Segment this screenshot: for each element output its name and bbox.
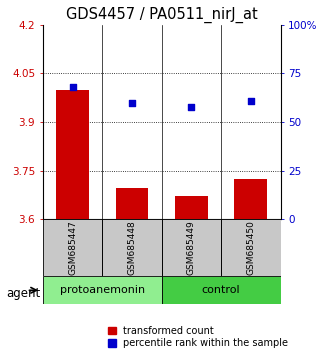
Bar xyxy=(162,219,221,276)
Text: GSM685450: GSM685450 xyxy=(246,220,255,275)
Bar xyxy=(234,179,267,219)
Legend: transformed count, percentile rank within the sample: transformed count, percentile rank withi… xyxy=(107,325,289,349)
Text: agent: agent xyxy=(7,287,41,300)
Text: protoanemonin: protoanemonin xyxy=(60,285,145,295)
Bar xyxy=(162,276,280,304)
Bar xyxy=(43,219,102,276)
Text: GSM685449: GSM685449 xyxy=(187,221,196,275)
Point xyxy=(189,104,194,109)
Point xyxy=(70,84,75,90)
Text: GSM685447: GSM685447 xyxy=(68,221,77,275)
Point xyxy=(248,98,253,103)
Bar xyxy=(175,196,208,219)
Point xyxy=(129,100,135,105)
Title: GDS4457 / PA0511_nirJ_at: GDS4457 / PA0511_nirJ_at xyxy=(66,7,258,23)
Text: control: control xyxy=(202,285,241,295)
Bar xyxy=(102,219,162,276)
Bar xyxy=(43,276,162,304)
Bar xyxy=(221,219,280,276)
Bar xyxy=(56,90,89,219)
Bar xyxy=(115,188,148,219)
Text: GSM685448: GSM685448 xyxy=(127,221,137,275)
